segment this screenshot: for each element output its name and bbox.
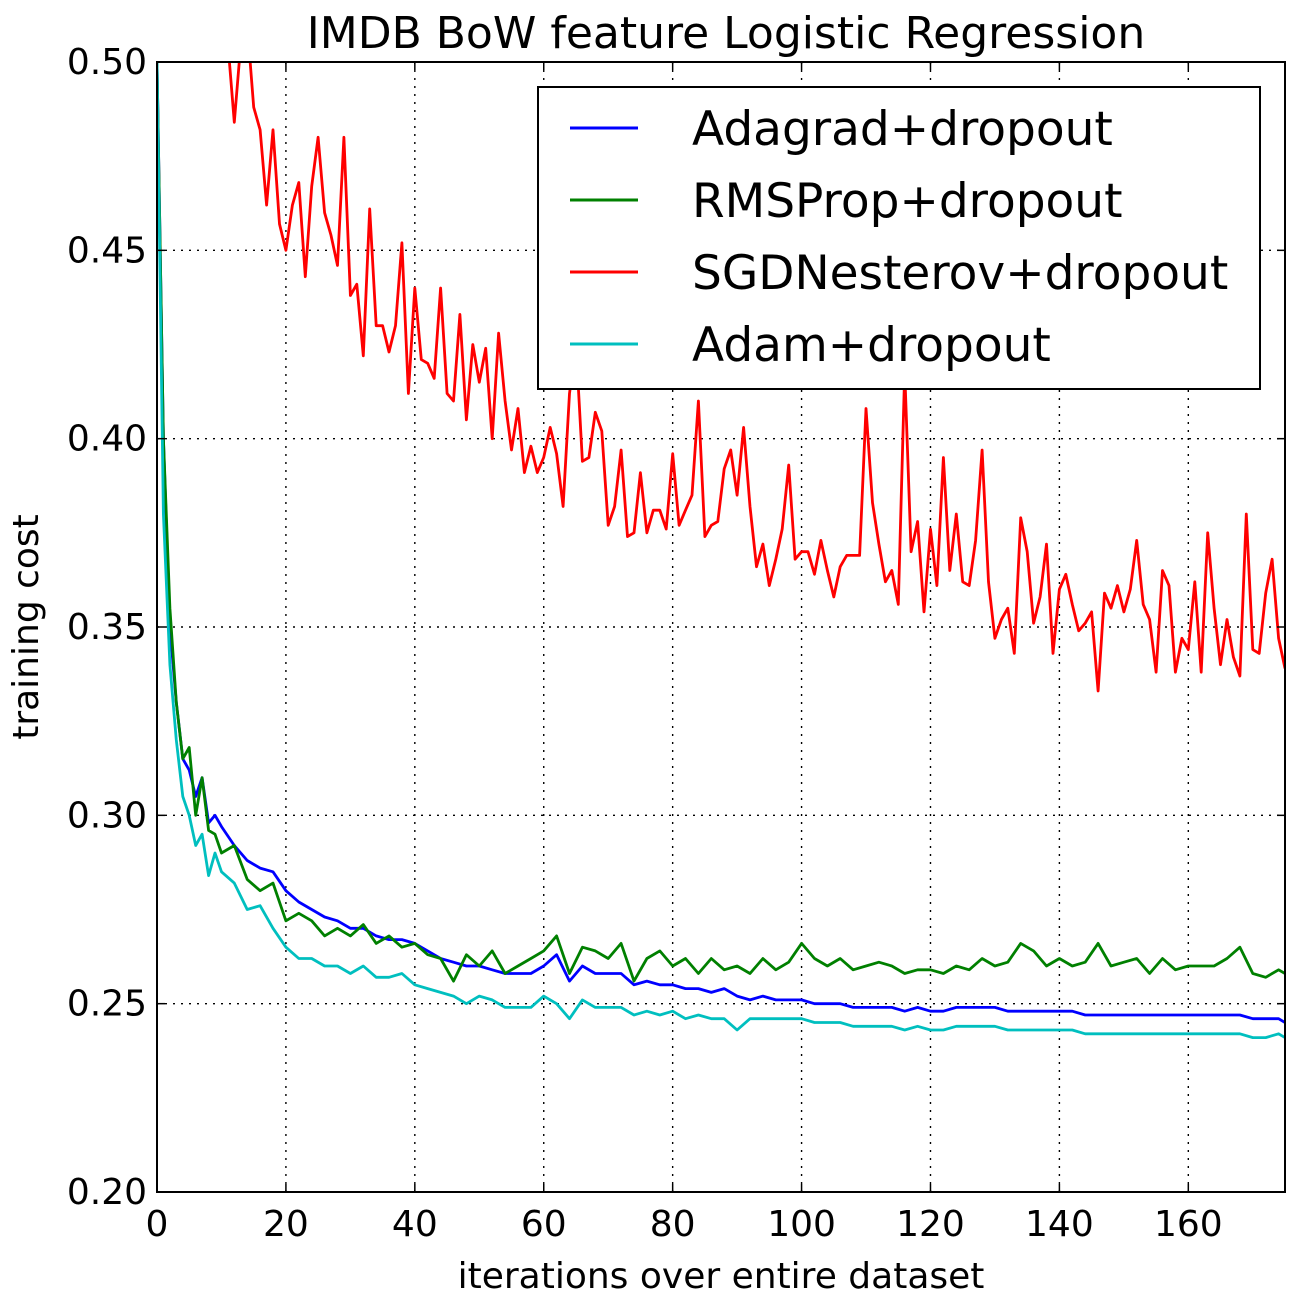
legend: Adagrad+dropout RMSProp+dropout SGDNestero…	[537, 86, 1261, 390]
x-tick-label: 80	[650, 1204, 696, 1245]
y-tick-label: 0.20	[67, 1172, 147, 1213]
x-tick-label: 0	[146, 1204, 169, 1245]
x-axis-title: iterations over entire dataset	[458, 1256, 985, 1297]
y-tick-label: 0.45	[67, 230, 147, 271]
y-tick-label: 0.50	[67, 42, 147, 83]
series-line-adam-dropout	[157, 62, 1285, 1039]
y-tick-label: 0.40	[67, 419, 147, 460]
x-tick-label: 140	[1025, 1204, 1094, 1245]
x-tick-labels: 0 20 40 60 80 100 120 140 160	[146, 1204, 1223, 1245]
x-tick-label: 160	[1154, 1204, 1223, 1245]
x-tick-label: 120	[896, 1204, 965, 1245]
x-tick-label: 40	[392, 1204, 438, 1245]
series-line-adagrad-dropout	[157, 62, 1285, 1024]
series-line-sgdnesterov-dropout	[228, 62, 1285, 693]
y-tick-label: 0.25	[67, 984, 147, 1025]
series-layer	[157, 62, 1285, 1039]
series-line-rmsprop-dropout	[157, 62, 1285, 983]
x-tick-label: 100	[767, 1204, 836, 1245]
legend-label: Adagrad+dropout	[692, 102, 1113, 157]
x-tick-label: 60	[521, 1204, 567, 1245]
legend-label: Adam+dropout	[692, 318, 1051, 373]
legend-box	[537, 86, 1261, 390]
y-tick-labels: 0.20 0.25 0.30 0.35 0.40 0.45 0.50	[67, 42, 147, 1213]
y-axis-title: training cost	[6, 514, 47, 740]
ticks	[156, 61, 1285, 1193]
y-tick-label: 0.35	[67, 607, 147, 648]
legend-label: RMSProp+dropout	[692, 174, 1123, 229]
chart-title: IMDB BoW feature Logistic Regression	[307, 8, 1146, 59]
y-tick-label: 0.30	[67, 795, 147, 836]
x-tick-label: 20	[263, 1204, 309, 1245]
legend-label: SGDNesterov+dropout	[692, 246, 1228, 301]
